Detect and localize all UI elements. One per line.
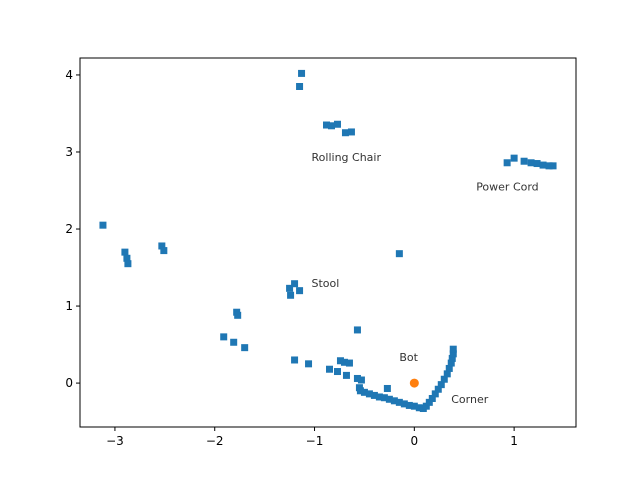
annotation-label: Stool [312,277,340,290]
data-point-square [375,393,383,401]
data-point-square [333,120,341,128]
data-point-square [400,400,408,408]
data-point-square [347,128,355,136]
data-point-square [353,326,361,334]
data-point-square [296,83,304,90]
data-point-circle [409,378,419,388]
y-tick-label: 2 [65,222,73,236]
data-point-square [410,402,418,410]
y-tick-label: 0 [65,376,73,390]
data-point-square [336,357,344,365]
x-axis: −3 −2 −1 0 1 [106,427,518,448]
data-point-square [448,354,456,362]
data-marks [99,69,557,413]
data-point-square [422,402,430,410]
data-point-square [395,398,403,406]
x-tick-label: 1 [510,434,518,448]
data-point-square [539,161,547,169]
y-axis: 0 1 2 3 4 [65,68,80,390]
data-point-square [360,388,368,396]
data-point-square [353,374,361,382]
y-tick-label: 3 [65,145,73,159]
data-point-square [510,154,518,162]
data-point-square [449,350,457,358]
data-point-square [220,333,228,341]
data-point-square [380,394,388,402]
y-tick-label: 4 [65,68,73,82]
annotation-label: Bot [399,351,418,364]
data-point-square [527,159,535,167]
data-point-square [286,284,294,292]
data-point-square [333,368,341,376]
data-point-square [545,162,553,170]
data-point-square [123,254,131,262]
data-point-square [445,364,453,372]
data-point-square [434,385,442,393]
data-point-square [340,358,348,366]
x-tick-label: −1 [306,434,324,448]
data-point-square [287,291,295,299]
data-point-square [447,359,455,367]
annotation-layer: Rolling Chair Power Cord Stool Bot Corner [312,151,539,406]
data-point-square [296,287,304,295]
x-tick-label: 0 [411,434,419,448]
x-tick-label: −2 [206,434,224,448]
data-point-square [520,157,528,165]
annotation-label: Power Cord [476,181,538,194]
data-point-square [425,398,433,406]
data-point-square [342,371,350,379]
data-point-square [440,375,448,383]
data-point-square [356,387,364,395]
plot-frame [79,57,577,428]
data-point-square [291,356,299,364]
data-point-square [533,160,541,168]
data-point-square [121,248,129,256]
x-tick-label: −3 [106,434,124,448]
data-point-square [298,69,306,77]
data-point-square [357,376,365,384]
data-point-square [323,121,330,129]
data-point-square [549,162,557,170]
annotation-label: Corner [451,393,488,406]
data-point-square [395,250,403,258]
data-point-square [370,391,378,399]
data-point-square [443,370,451,378]
data-point-square [385,395,393,403]
data-point-square [405,401,413,409]
data-point-square [437,381,445,389]
data-point-square [431,390,439,398]
data-point-square [160,247,168,255]
data-point-square [234,311,242,319]
data-point-square [428,395,436,402]
data-point-square [291,280,299,288]
data-point-square [390,397,398,405]
data-point-square [327,122,335,130]
data-point-square [326,365,333,373]
data-point-square [99,221,107,229]
data-point-square [305,360,313,368]
data-point-square [449,345,457,353]
data-point-square [241,344,249,352]
annotation-label: Rolling Chair [312,151,382,164]
data-point-square [415,404,423,412]
data-point-square [383,384,391,392]
data-point-square [158,242,166,250]
y-tick-label: 1 [65,299,73,313]
data-point-square [124,260,132,268]
data-point-square [503,159,511,167]
data-point-square [230,338,238,346]
data-point-square [365,390,373,398]
data-point-square [345,359,353,367]
data-point-square [341,129,349,137]
